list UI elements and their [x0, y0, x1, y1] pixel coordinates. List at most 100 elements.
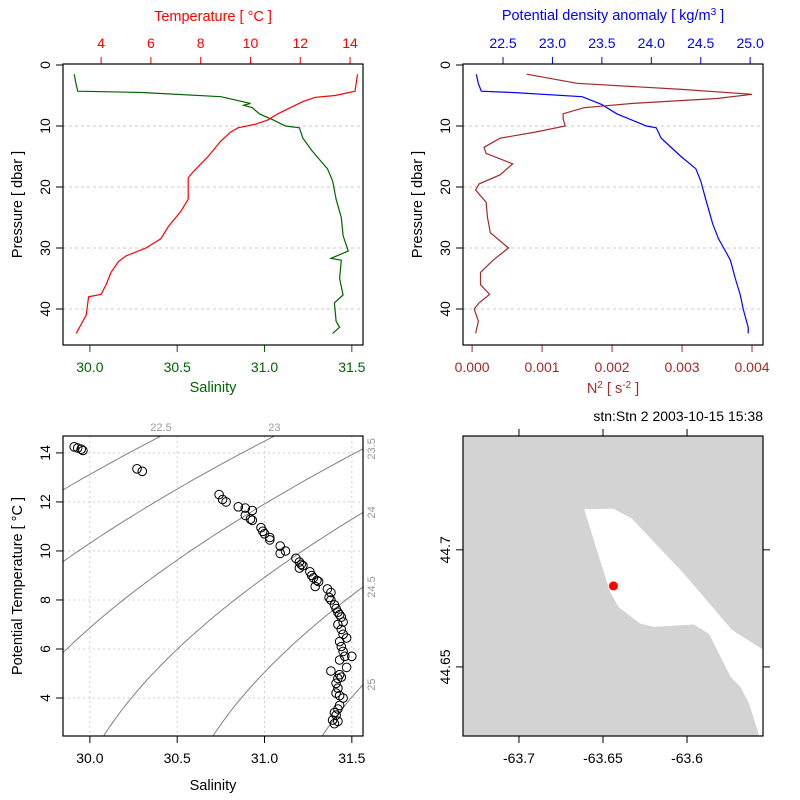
isopycnal-line	[63, 448, 363, 654]
ts-point	[240, 510, 251, 521]
x-tick-label: 31.5	[338, 750, 365, 766]
top-tick-label: 23.5	[588, 35, 615, 51]
ts-point	[313, 576, 324, 587]
y-tick-label: 10	[437, 118, 453, 134]
label-part: N	[587, 381, 597, 397]
ts-point	[347, 651, 357, 662]
top-tick-label: 25.0	[737, 35, 764, 51]
bottom-tick-label: 31.5	[338, 359, 365, 375]
series-line-1	[473, 73, 753, 334]
ts-point	[326, 666, 336, 676]
x-tick-label: 30.0	[76, 750, 103, 766]
x-tick-label: 30.5	[164, 750, 191, 766]
x-tick-label: 31.0	[251, 750, 278, 766]
ts-point	[221, 497, 231, 507]
y-tick-label: 40	[437, 301, 453, 317]
bottom-axis-label: N2 [ s-2 ]	[587, 380, 639, 398]
plot-frame	[62, 63, 364, 346]
ts-point	[340, 651, 350, 662]
series-line-0	[475, 74, 749, 334]
top-tick-label: 8	[197, 35, 205, 51]
ts-point	[275, 541, 286, 551]
ts-point	[334, 636, 345, 647]
isopycnal-line	[63, 436, 163, 491]
y-tick-label: 8	[37, 596, 53, 604]
y-tick-label: 10	[37, 543, 53, 559]
bottom-tick-label: 0.003	[665, 359, 700, 375]
y-tick-label: 20	[37, 179, 53, 195]
ts-point	[322, 584, 333, 594]
ts-point	[329, 718, 340, 729]
plot-frame	[462, 63, 764, 346]
bottom-tick-label: 0.001	[525, 359, 560, 375]
ts-point	[245, 514, 256, 524]
y-tick-label: 6	[37, 645, 53, 653]
isopycnal-label: 23	[268, 422, 280, 434]
density-n2-panel: 0 10 20 30 40 Pressure [ dbar ] 0.000 0.001 0.00…	[410, 7, 770, 398]
series-line-1	[75, 74, 359, 334]
label-part: Potential density anomaly [ kg/m	[502, 8, 711, 24]
ts-point	[341, 662, 352, 673]
y-tick-label: 20	[437, 179, 453, 195]
plot-frame	[62, 435, 364, 737]
isopycnal-line	[321, 683, 363, 736]
top-tick-label: 24.0	[638, 35, 665, 51]
isopycnal-line	[63, 436, 276, 563]
top-axis-label: Potential density anomaly [ kg/m3 ]	[502, 7, 724, 25]
y-tick-label: 40	[37, 301, 53, 317]
ts-point	[338, 646, 348, 657]
ts-point	[333, 607, 343, 618]
station-marker	[608, 581, 618, 591]
ts-point	[329, 707, 340, 718]
bottom-tick-label: 31.0	[251, 359, 278, 375]
ts-point	[331, 678, 341, 689]
ts-point	[137, 466, 148, 477]
top-tick-label: 24.5	[687, 35, 714, 51]
ts-point	[247, 515, 258, 526]
top-tick-label: 10	[243, 35, 259, 51]
ts-point	[240, 503, 251, 513]
bottom-tick-label: 0.000	[455, 359, 490, 375]
ts-point	[265, 532, 275, 543]
top-axis-label: Temperature [ °C ]	[154, 9, 272, 25]
water-area	[584, 508, 764, 736]
ts-point	[275, 548, 286, 559]
ts-point	[326, 595, 336, 605]
x-tick-label: -63.6	[671, 750, 703, 766]
y-tick-label: 44.7	[437, 536, 453, 563]
ts-point	[214, 489, 224, 500]
ts-point	[336, 641, 347, 652]
ts-point	[291, 553, 301, 564]
y-tick-label: 14	[37, 445, 53, 461]
ts-point	[294, 563, 305, 573]
isopycnal-label: 22.5	[150, 422, 171, 434]
ts-point	[333, 619, 343, 630]
y-tick-label: 12	[37, 494, 53, 510]
x-axis-label: Salinity	[190, 778, 237, 794]
bottom-tick-label: 0.002	[595, 359, 630, 375]
ts-point	[334, 655, 345, 665]
ts-point	[280, 546, 291, 556]
ts-point	[259, 529, 270, 539]
map-title: stn:Stn 2 2003-10-15 15:38	[593, 408, 763, 424]
isopycnal-label: 25	[366, 679, 378, 691]
isopycnal-label: 24	[366, 506, 378, 518]
top-tick-label: 14	[342, 35, 358, 51]
ts-point	[258, 526, 268, 537]
ts-point	[333, 704, 343, 714]
top-tick-label: 6	[147, 35, 155, 51]
y-tick-label: 30	[437, 240, 453, 256]
salinity-temperature-panel: 0 10 20 30 40 Pressure [ dbar ] 30.0 30.5 31.0 31…	[10, 9, 366, 396]
isopycnal-line	[103, 511, 363, 736]
top-tick-label: 12	[292, 35, 308, 51]
label-part: 2	[597, 380, 603, 391]
x-tick-label: -63.65	[583, 750, 623, 766]
ts-point	[324, 592, 334, 603]
ts-point	[78, 445, 88, 456]
bottom-tick-label: 30.5	[164, 359, 191, 375]
y-tick-label: 30	[37, 240, 53, 256]
y-tick-label: 4	[37, 694, 53, 702]
label-part: 3	[711, 7, 717, 18]
top-tick-label: 23.0	[539, 35, 566, 51]
